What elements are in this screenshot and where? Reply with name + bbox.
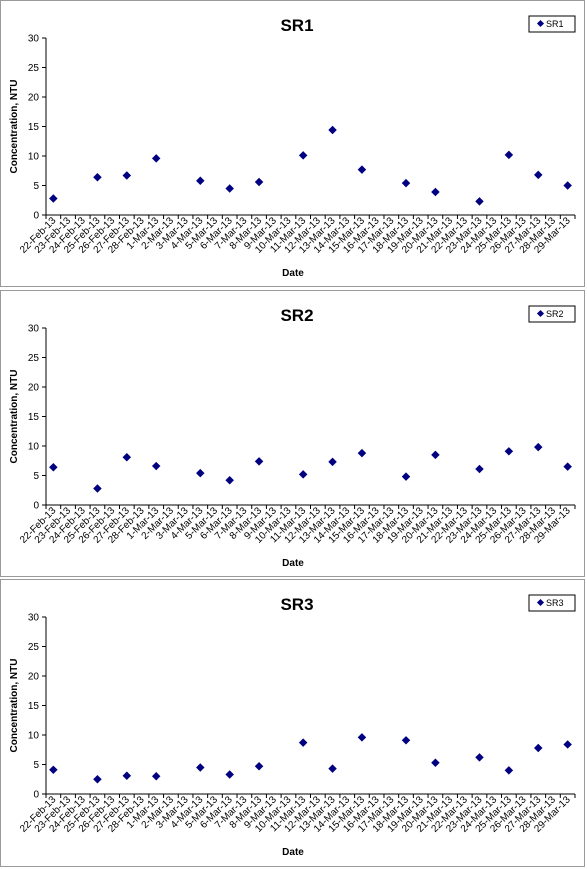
x-axis-label: Date <box>282 558 304 569</box>
data-point <box>357 733 367 742</box>
data-point <box>504 766 514 775</box>
data-point <box>151 154 161 163</box>
data-point <box>122 771 132 780</box>
y-axis-label: Concentration, NTU <box>9 370 20 464</box>
y-tick-label: 15 <box>28 701 40 712</box>
data-point <box>475 753 484 762</box>
data-point <box>298 470 308 479</box>
data-point <box>357 448 367 458</box>
data-point <box>151 772 161 781</box>
y-tick-label: 5 <box>33 471 39 482</box>
legend: SR2 <box>528 305 576 323</box>
data-point <box>475 464 484 474</box>
legend-label: SR3 <box>546 598 564 608</box>
legend-marker <box>536 598 545 607</box>
legend-marker <box>536 309 545 318</box>
y-tick-label: 30 <box>28 324 40 335</box>
y-axis-label: Concentration, NTU <box>9 80 20 174</box>
chart-panel-sr3: SR3 SR3 0 5 10 15 20 25 30 22-Feb-13 23-Feb-13 24-F… <box>0 579 585 867</box>
x-axis-label: Date <box>282 268 304 279</box>
data-point <box>534 170 543 180</box>
data-point <box>93 172 102 182</box>
data-point <box>49 765 58 775</box>
data-point <box>225 475 234 485</box>
y-tick-label: 5 <box>33 760 39 771</box>
data-point <box>225 770 234 779</box>
data-point <box>254 177 264 187</box>
chart-panel-sr2: SR2 SR2 0 5 10 15 20 25 30 22-Feb-13 23-Feb-13 24-F… <box>0 290 585 577</box>
data-point <box>401 178 411 188</box>
data-point <box>225 184 234 193</box>
chart-sr3: SR3 SR305101520253022-Feb-1323-Feb-1324-F… <box>9 594 576 858</box>
data-point <box>254 762 264 771</box>
y-tick-label: 20 <box>28 672 40 683</box>
legend: SR3 <box>528 594 576 612</box>
y-tick-label: 25 <box>28 353 40 364</box>
y-tick-label: 25 <box>28 642 40 653</box>
chart-title: SR2 <box>280 306 313 325</box>
data-point <box>122 452 132 462</box>
legend: SR1 <box>528 15 576 33</box>
data-point <box>93 775 102 784</box>
y-tick-label: 20 <box>28 383 40 394</box>
data-point <box>254 457 264 466</box>
chart-panel-sr1: SR1 SR1 0 5 10 15 20 25 30 22-Feb-13 23-Feb-13 24-F… <box>0 0 585 287</box>
data-point <box>93 484 102 493</box>
chart-title: SR1 <box>280 16 313 35</box>
data-point <box>563 462 572 471</box>
data-point <box>563 740 572 749</box>
data-point <box>49 194 58 203</box>
legend-marker <box>536 19 545 28</box>
data-point <box>534 442 543 452</box>
y-tick-label: 15 <box>28 412 40 423</box>
data-point <box>357 165 367 174</box>
legend-label: SR2 <box>546 309 564 319</box>
data-point <box>122 171 132 180</box>
data-point <box>431 758 440 767</box>
y-tick-label: 10 <box>28 152 40 163</box>
y-tick-label: 20 <box>28 93 40 104</box>
y-tick-label: 30 <box>28 34 40 45</box>
data-point <box>196 468 205 478</box>
y-axis-label: Concentration, NTU <box>9 659 20 753</box>
y-tick-label: 15 <box>28 122 40 133</box>
data-point <box>196 176 205 186</box>
data-point <box>431 450 440 460</box>
chart-sr1: SR1 SR105101520253022-Feb-1323-Feb-1324-F… <box>9 15 576 279</box>
data-point <box>49 462 58 472</box>
y-tick-label: 0 <box>33 790 39 801</box>
y-tick-label: 5 <box>33 181 39 192</box>
y-tick-label: 25 <box>28 63 40 74</box>
y-tick-label: 30 <box>28 613 40 624</box>
chart-sr2: SR2 SR205101520253022-Feb-1323-Feb-1324-F… <box>9 305 576 569</box>
chart-title: SR3 <box>280 595 313 614</box>
data-point <box>504 447 514 456</box>
data-point <box>534 743 543 753</box>
data-point <box>151 461 161 471</box>
data-point <box>475 197 484 206</box>
y-tick-label: 10 <box>28 442 40 453</box>
x-axis-label: Date <box>282 847 304 858</box>
legend-label: SR1 <box>546 19 564 29</box>
data-point <box>328 764 337 773</box>
y-tick-label: 0 <box>33 211 39 222</box>
data-point <box>401 472 411 481</box>
data-point <box>328 457 337 467</box>
data-point <box>563 181 572 190</box>
data-point <box>196 763 205 772</box>
data-point <box>298 738 308 747</box>
data-point <box>504 150 514 160</box>
data-point <box>328 125 337 135</box>
y-tick-label: 10 <box>28 731 40 742</box>
data-point <box>298 151 308 160</box>
y-tick-label: 0 <box>33 501 39 512</box>
data-point <box>431 187 440 197</box>
data-point <box>401 736 411 745</box>
